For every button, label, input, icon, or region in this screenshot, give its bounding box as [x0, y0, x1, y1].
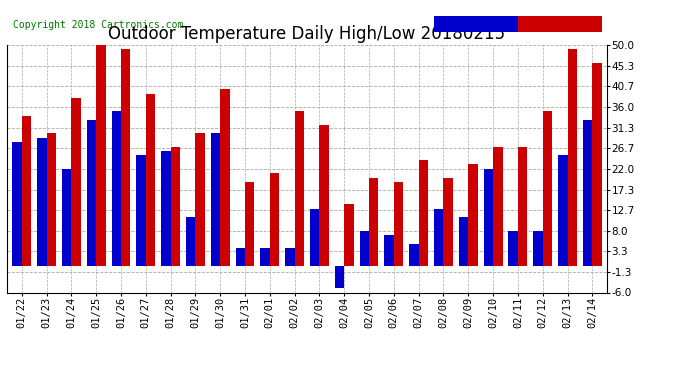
Bar: [211, 134, 220, 266]
Bar: [37, 138, 47, 266]
Bar: [47, 134, 56, 266]
Bar: [319, 124, 329, 266]
Bar: [161, 151, 170, 266]
Bar: [146, 94, 155, 266]
Text: Copyright 2018 Cartronics.com: Copyright 2018 Cartronics.com: [13, 20, 184, 30]
Bar: [260, 248, 270, 266]
Bar: [112, 111, 121, 266]
Bar: [434, 209, 444, 266]
Bar: [444, 178, 453, 266]
Bar: [518, 147, 527, 266]
Bar: [310, 209, 319, 266]
Bar: [170, 147, 180, 266]
Bar: [245, 182, 255, 266]
Bar: [235, 248, 245, 266]
Bar: [22, 116, 31, 266]
Bar: [558, 156, 567, 266]
Bar: [71, 98, 81, 266]
Bar: [533, 231, 543, 266]
Bar: [195, 134, 205, 266]
Bar: [285, 248, 295, 266]
Bar: [543, 111, 552, 266]
Bar: [509, 231, 518, 266]
Bar: [409, 244, 419, 266]
Bar: [220, 89, 230, 266]
Bar: [567, 50, 577, 266]
Bar: [12, 142, 22, 266]
Bar: [96, 32, 106, 266]
Title: Outdoor Temperature Daily High/Low 20180215: Outdoor Temperature Daily High/Low 20180…: [108, 26, 506, 44]
Bar: [583, 120, 592, 266]
Legend: Low  (°F), High  (°F): Low (°F), High (°F): [435, 15, 602, 32]
Bar: [359, 231, 369, 266]
Bar: [62, 169, 71, 266]
Bar: [469, 164, 477, 266]
Bar: [186, 217, 195, 266]
Bar: [592, 63, 602, 266]
Bar: [493, 147, 502, 266]
Bar: [87, 120, 96, 266]
Bar: [459, 217, 469, 266]
Bar: [394, 182, 403, 266]
Bar: [270, 173, 279, 266]
Bar: [419, 160, 428, 266]
Bar: [344, 204, 354, 266]
Bar: [484, 169, 493, 266]
Bar: [384, 235, 394, 266]
Bar: [335, 266, 344, 288]
Bar: [137, 156, 146, 266]
Bar: [121, 50, 130, 266]
Bar: [295, 111, 304, 266]
Bar: [369, 178, 379, 266]
